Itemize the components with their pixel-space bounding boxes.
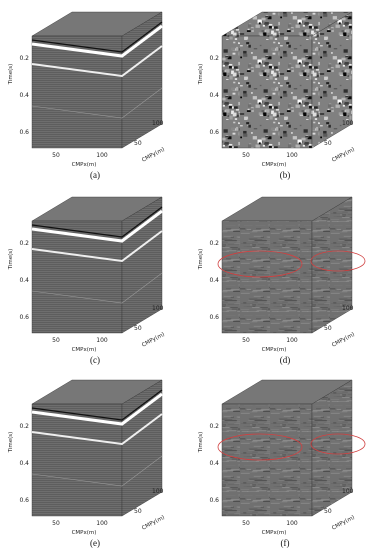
panel: Time(s) 0.2 0.4 0.6 50 100 CMPx(m) 50 100 CMPy(m)… <box>198 196 366 365</box>
z-label: CMPy(m) <box>331 515 356 532</box>
reflector <box>31 389 163 421</box>
y-label: Time(s) <box>198 249 204 271</box>
z-label: CMPy(m) <box>141 332 166 349</box>
x-tick-label: 100 <box>96 152 108 159</box>
y-tick-label: 0.2 <box>209 423 219 430</box>
y-tick-label: 0.4 <box>19 277 29 284</box>
z-tick-label: 50 <box>134 508 142 515</box>
z-tick-label: 50 <box>134 325 142 332</box>
z-label: CMPy(m) <box>331 147 356 164</box>
reflector <box>31 45 163 78</box>
cube-side <box>311 379 353 517</box>
reflector <box>31 455 163 487</box>
y-tick-label: 0.4 <box>19 92 29 99</box>
caption: (d) <box>280 355 291 365</box>
z-tick-label: 100 <box>152 305 164 312</box>
x-tick-label: 100 <box>286 152 298 159</box>
panel: Time(s) 0.2 0.4 0.6 50 100 CMPx(m) 50 100 CMPy(m)… <box>198 379 366 548</box>
caption: (e) <box>90 538 100 548</box>
z-tick-label: 100 <box>342 305 354 312</box>
y-label: Time(s) <box>198 432 204 454</box>
cube-side <box>121 196 163 334</box>
y-tick-label: 0.6 <box>209 497 219 504</box>
reflector <box>31 21 163 53</box>
y-tick-label: 0.6 <box>209 314 219 321</box>
reflector <box>31 87 163 119</box>
y-label: Time(s) <box>8 432 14 454</box>
highlight <box>217 433 303 461</box>
y-tick-label: 0.2 <box>209 240 219 247</box>
x-tick-label: 100 <box>96 337 108 344</box>
z-tick-label: 50 <box>134 140 142 147</box>
y-tick-label: 0.6 <box>19 497 29 504</box>
y-label: Time(s) <box>8 64 14 86</box>
caption: (a) <box>90 170 100 180</box>
y-tick-label: 0.4 <box>209 92 219 99</box>
x-tick-label: 50 <box>52 152 60 159</box>
x-tick-label: 50 <box>242 337 250 344</box>
x-tick-label: 100 <box>286 337 298 344</box>
panel: Time(s) 0.2 0.4 0.6 50 100 CMPx(m) 50 100 CMPy(m)… <box>8 196 166 365</box>
z-label: CMPy(m) <box>331 332 356 349</box>
reflector <box>31 413 163 446</box>
reflector <box>31 24 163 58</box>
z-tick-label: 50 <box>324 140 332 147</box>
z-label: CMPy(m) <box>141 147 166 164</box>
reflector <box>31 209 163 243</box>
caption: (f) <box>281 538 290 548</box>
reflector <box>31 230 163 263</box>
cube-front <box>221 35 313 149</box>
z-tick-label: 100 <box>342 120 354 127</box>
panel: Time(s) 0.2 0.4 0.6 50 100 CMPx(m) 50 100 CMPy(m)… <box>198 11 356 180</box>
x-label: CMPx(m) <box>262 530 287 536</box>
y-tick-label: 0.4 <box>209 460 219 467</box>
panel: Time(s) 0.2 0.4 0.6 50 100 CMPx(m) 50 100 CMPy(m)… <box>8 379 166 548</box>
x-label: CMPx(m) <box>262 162 287 168</box>
reflector <box>31 206 163 238</box>
y-tick-label: 0.6 <box>209 129 219 136</box>
highlight <box>310 433 366 455</box>
x-label: CMPx(m) <box>262 347 287 353</box>
y-tick-label: 0.6 <box>19 129 29 136</box>
x-tick-label: 50 <box>52 337 60 344</box>
z-tick-label: 50 <box>324 325 332 332</box>
z-label: CMPy(m) <box>141 515 166 532</box>
caption: (c) <box>90 355 100 365</box>
y-label: Time(s) <box>8 249 14 271</box>
caption: (b) <box>280 170 291 180</box>
x-label: CMPx(m) <box>72 530 97 536</box>
x-label: CMPx(m) <box>72 162 97 168</box>
z-tick-label: 50 <box>324 508 332 515</box>
x-tick-label: 100 <box>96 520 108 527</box>
cube-side <box>121 11 163 149</box>
highlight <box>217 250 303 278</box>
x-tick-label: 100 <box>286 520 298 527</box>
z-tick-label: 100 <box>152 488 164 495</box>
y-tick-label: 0.4 <box>209 277 219 284</box>
y-tick-label: 0.2 <box>209 55 219 62</box>
z-tick-label: 100 <box>342 488 354 495</box>
x-tick-label: 50 <box>242 520 250 527</box>
y-tick-label: 0.6 <box>19 314 29 321</box>
y-label: Time(s) <box>198 64 204 86</box>
reflector <box>31 392 163 426</box>
x-tick-label: 50 <box>242 152 250 159</box>
panel: Time(s) 0.2 0.4 0.6 50 100 CMPx(m) 50 100 CMPy(m)… <box>8 11 166 180</box>
y-tick-label: 0.2 <box>19 423 29 430</box>
y-tick-label: 0.4 <box>19 460 29 467</box>
highlight <box>310 250 366 272</box>
x-tick-label: 50 <box>52 520 60 527</box>
reflector <box>31 272 163 304</box>
x-label: CMPx(m) <box>72 347 97 353</box>
y-tick-label: 0.2 <box>19 55 29 62</box>
y-tick-label: 0.2 <box>19 240 29 247</box>
cube-side <box>311 196 353 334</box>
z-tick-label: 100 <box>152 120 164 127</box>
cube-side <box>311 11 353 149</box>
cube-side <box>121 379 163 517</box>
